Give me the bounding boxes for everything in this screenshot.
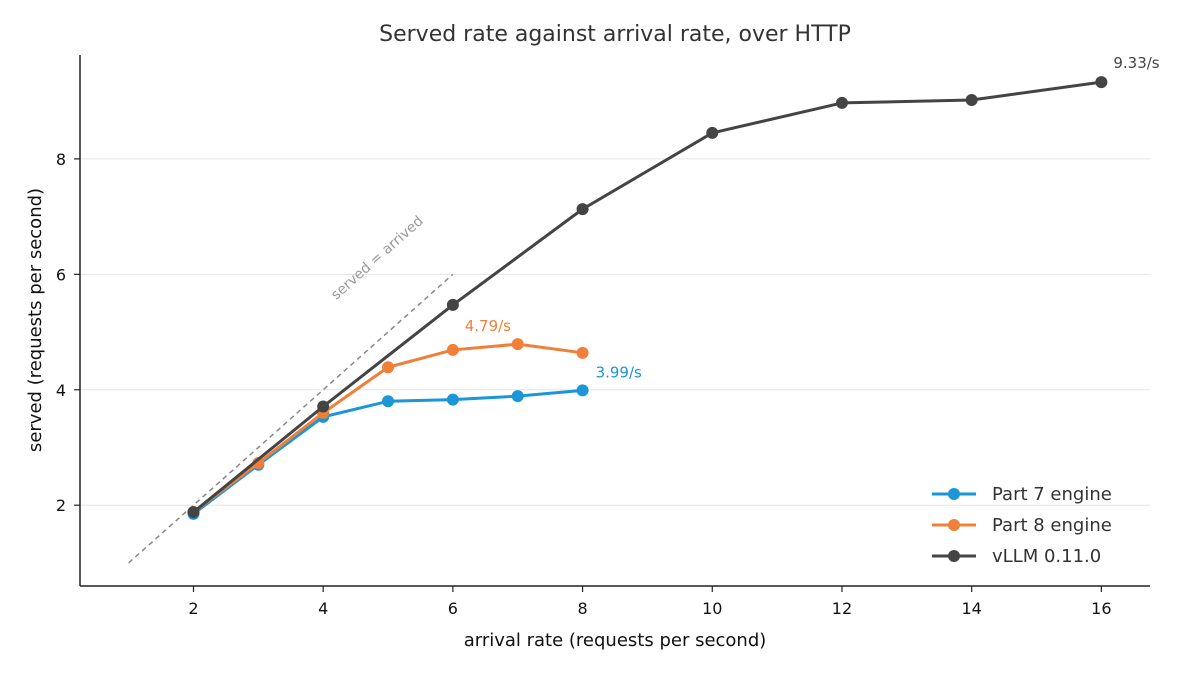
x-tick-label: 12 xyxy=(832,599,852,618)
annotations: 3.99/s 4.79/s 9.33/s xyxy=(465,54,1160,381)
legend-marker xyxy=(948,519,960,531)
data-point xyxy=(187,506,200,519)
data-point xyxy=(317,400,330,413)
y-tick-label: 8 xyxy=(56,150,66,169)
data-point xyxy=(382,395,395,408)
grid-lines xyxy=(80,158,1150,506)
x-tick-label: 6 xyxy=(448,599,458,618)
value-annotation: 3.99/s xyxy=(596,363,642,381)
y-axis-label: served (requests per second) xyxy=(25,188,46,452)
data-point xyxy=(706,126,719,139)
data-point xyxy=(1095,76,1108,89)
x-axis-label: arrival rate (requests per second) xyxy=(464,630,767,651)
reference-line-label: served = arrived xyxy=(328,213,426,303)
data-point xyxy=(446,298,459,311)
x-tick-label: 2 xyxy=(188,599,198,618)
chart-title: Served rate against arrival rate, over H… xyxy=(379,22,851,47)
value-annotation: 9.33/s xyxy=(1113,54,1159,72)
data-point xyxy=(446,343,459,356)
reference-line xyxy=(128,273,454,564)
data-point xyxy=(511,338,524,351)
data-point xyxy=(576,203,589,216)
x-tick-label: 10 xyxy=(702,599,722,618)
y-tick-label: 6 xyxy=(56,265,66,284)
axes: 2 4 6 8 10 12 14 16 2 4 6 8 xyxy=(56,55,1150,618)
legend-marker xyxy=(948,488,960,500)
series-group xyxy=(187,76,1108,520)
y-tick-label: 4 xyxy=(56,381,66,400)
legend: Part 7 engine Part 8 engine vLLM 0.11.0 xyxy=(932,484,1112,567)
data-point xyxy=(511,390,524,403)
data-point xyxy=(576,346,589,359)
x-tick-label: 4 xyxy=(318,599,328,618)
data-point xyxy=(446,393,459,406)
legend-label: Part 8 engine xyxy=(992,515,1112,536)
data-point xyxy=(382,361,395,374)
y-tick-label: 2 xyxy=(56,496,66,515)
legend-marker xyxy=(948,550,960,562)
reference-line-group: served = arrived xyxy=(128,213,454,564)
legend-label: vLLM 0.11.0 xyxy=(992,546,1101,567)
x-tick-label: 8 xyxy=(577,599,587,618)
x-tick-label: 14 xyxy=(961,599,981,618)
data-point xyxy=(835,96,848,109)
value-annotation: 4.79/s xyxy=(465,317,511,335)
series-line xyxy=(191,80,1103,514)
legend-label: Part 7 engine xyxy=(992,484,1112,505)
series-line xyxy=(191,388,585,516)
data-point xyxy=(576,384,589,397)
x-tick-label: 16 xyxy=(1091,599,1111,618)
data-point xyxy=(965,94,978,107)
